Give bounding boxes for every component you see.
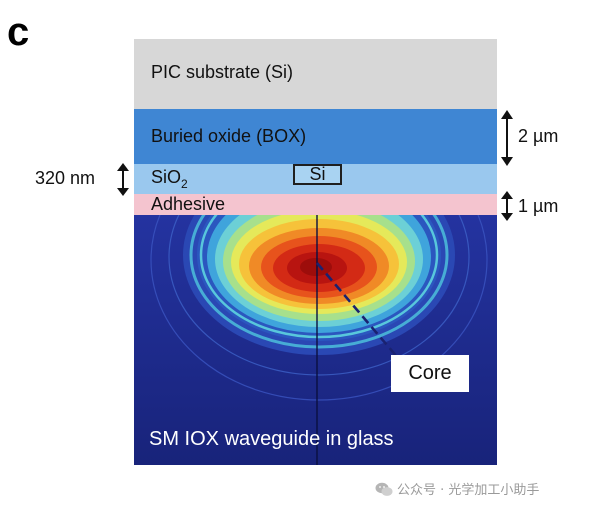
- si-thickness-label: 320 nm: [35, 168, 96, 188]
- sio2-label: SiO2: [151, 167, 188, 191]
- panel-label: c: [7, 10, 30, 54]
- substrate-layer: PIC substrate (Si): [134, 39, 497, 109]
- core-label: Core: [391, 355, 469, 392]
- core-dashed-line: [316, 262, 405, 366]
- watermark-text: 公众号 · 光学加工小助手: [397, 483, 540, 498]
- box-thickness-label: 2 µm: [518, 126, 559, 146]
- substrate-label: PIC substrate (Si): [151, 62, 294, 82]
- watermark: 公众号 · 光学加工小助手: [375, 479, 539, 498]
- adhesive-layer: Adhesive: [134, 194, 497, 215]
- adhesive-thickness-arrow: [501, 191, 513, 221]
- mode-intensity: [150, 215, 488, 401]
- sio2-label-base: SiO: [151, 167, 182, 187]
- box-label: Buried oxide (BOX): [151, 126, 307, 146]
- box-thickness-arrow: [501, 110, 513, 166]
- si-waveguide: Si: [293, 164, 342, 185]
- si-thickness-arrow: [117, 163, 129, 196]
- box-layer: Buried oxide (BOX): [134, 109, 497, 164]
- waveguide-label: SM IOX waveguide in glass: [149, 428, 394, 450]
- sio2-label-subscript: 2: [181, 177, 188, 191]
- mode-field-plot: [134, 215, 497, 465]
- wechat-icon: [375, 482, 393, 496]
- adhesive-thickness-label: 1 µm: [518, 196, 559, 216]
- adhesive-label: Adhesive: [151, 194, 226, 214]
